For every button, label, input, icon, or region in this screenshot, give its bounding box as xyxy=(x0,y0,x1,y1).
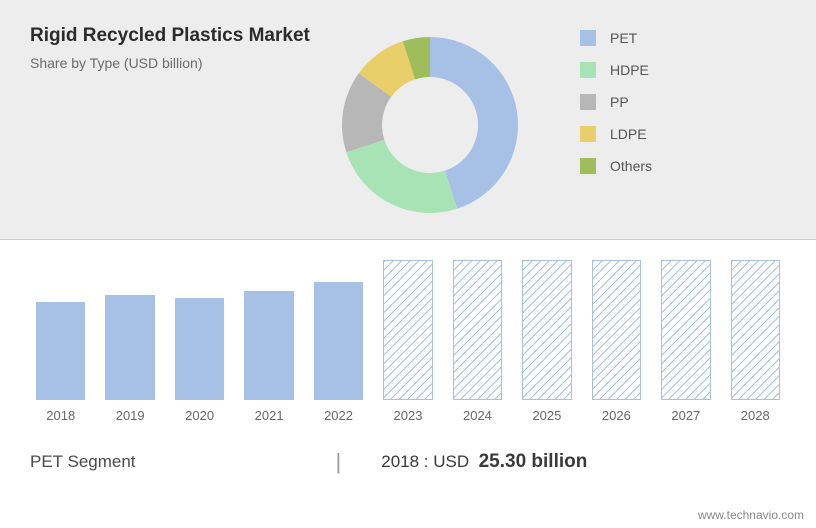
labels-row: 2018 2019 2020 2021 2022 2023 2024 2025 2026 2027… xyxy=(30,400,786,423)
bar-label-2027: 2027 xyxy=(661,408,710,423)
bar-slot-2020 xyxy=(175,298,224,400)
bar-slot-2022 xyxy=(314,282,363,400)
bar-slot-2023 xyxy=(383,260,432,400)
legend-item-hdpe: HDPE xyxy=(580,62,786,78)
highlight-number: 25.30 billion xyxy=(479,451,588,472)
bar-2020 xyxy=(175,298,224,400)
bar-slot-2021 xyxy=(244,291,293,400)
legend-swatch xyxy=(580,126,596,142)
legend-label: HDPE xyxy=(610,62,649,78)
legend-swatch xyxy=(580,158,596,174)
bar-slot-2025 xyxy=(522,260,571,400)
bar-label-2022: 2022 xyxy=(314,408,363,423)
bar-label-2018: 2018 xyxy=(36,408,85,423)
legend-swatch xyxy=(580,62,596,78)
footer-section: PET Segment | 2018 : USD 25.30 billion xyxy=(0,435,816,475)
bar-2022 xyxy=(314,282,363,400)
watermark: www.technavio.com xyxy=(698,508,804,522)
legend-block: PET HDPE PP LDPE Others xyxy=(540,20,786,229)
divider-pipe: | xyxy=(336,449,342,475)
bar-label-2019: 2019 xyxy=(105,408,154,423)
bar-label-2026: 2026 xyxy=(592,408,641,423)
year-prefix: 2018 : USD xyxy=(381,452,469,471)
bar-2027 xyxy=(661,260,710,400)
bar-chart: 2018 2019 2020 2021 2022 2023 2024 2025 2026 2027… xyxy=(30,260,786,430)
bar-slot-2026 xyxy=(592,260,641,400)
bar-slot-2018 xyxy=(36,302,85,400)
bar-label-2028: 2028 xyxy=(731,408,780,423)
donut-chart xyxy=(320,20,540,229)
bar-2019 xyxy=(105,295,154,400)
legend-label: Others xyxy=(610,158,652,174)
bar-2026 xyxy=(592,260,641,400)
bar-2028 xyxy=(731,260,780,400)
infographic-root: Rigid Recycled Plastics Market Share by … xyxy=(0,0,816,528)
top-section: Rigid Recycled Plastics Market Share by … xyxy=(0,0,816,240)
legend-item-pet: PET xyxy=(580,30,786,46)
bar-slot-2028 xyxy=(731,260,780,400)
bar-chart-section: 2018 2019 2020 2021 2022 2023 2024 2025 2026 2027… xyxy=(0,240,816,435)
legend-item-others: Others xyxy=(580,158,786,174)
bar-2018 xyxy=(36,302,85,400)
legend-item-ldpe: LDPE xyxy=(580,126,786,142)
chart-title: Rigid Recycled Plastics Market xyxy=(30,25,320,47)
chart-subtitle: Share by Type (USD billion) xyxy=(30,55,320,71)
donut-slice-hdpe xyxy=(346,139,457,212)
bar-slot-2027 xyxy=(661,260,710,400)
title-block: Rigid Recycled Plastics Market Share by … xyxy=(30,20,320,229)
legend-label: LDPE xyxy=(610,126,647,142)
legend-label: PP xyxy=(610,94,629,110)
legend-swatch xyxy=(580,94,596,110)
legend-item-pp: PP xyxy=(580,94,786,110)
bar-slot-2024 xyxy=(453,260,502,400)
bar-2025 xyxy=(522,260,571,400)
segment-label: PET Segment xyxy=(30,452,136,472)
bar-label-2025: 2025 xyxy=(522,408,571,423)
bar-label-2020: 2020 xyxy=(175,408,224,423)
donut-svg xyxy=(335,30,525,220)
bars-row xyxy=(30,260,786,400)
bar-2023 xyxy=(383,260,432,400)
bar-slot-2019 xyxy=(105,295,154,400)
bar-2021 xyxy=(244,291,293,400)
bar-2024 xyxy=(453,260,502,400)
bar-label-2023: 2023 xyxy=(383,408,432,423)
legend-label: PET xyxy=(610,30,637,46)
bar-label-2024: 2024 xyxy=(453,408,502,423)
legend-swatch xyxy=(580,30,596,46)
bar-label-2021: 2021 xyxy=(244,408,293,423)
highlight-value: 2018 : USD 25.30 billion xyxy=(381,451,587,473)
